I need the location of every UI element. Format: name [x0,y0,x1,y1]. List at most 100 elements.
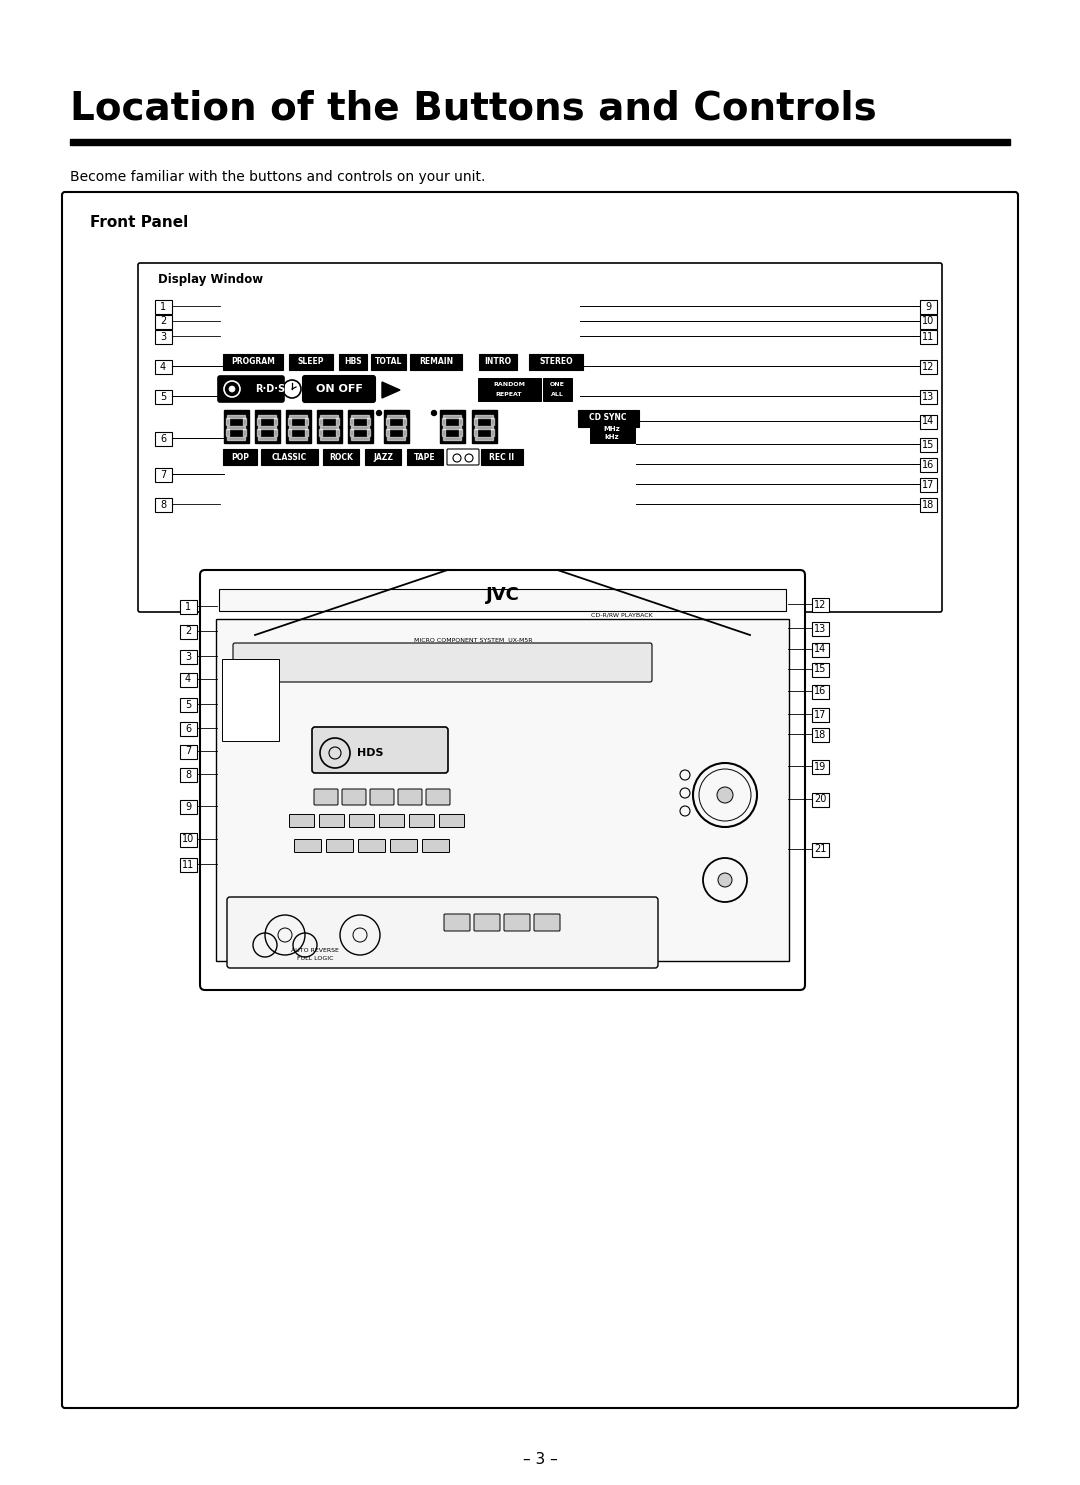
Bar [320,437,338,440]
FancyBboxPatch shape [474,913,500,931]
Text: 7: 7 [185,747,191,756]
FancyBboxPatch shape [138,263,942,612]
FancyBboxPatch shape [222,353,283,370]
FancyBboxPatch shape [154,330,172,343]
Text: FULL LOGIC: FULL LOGIC [297,956,334,961]
Text: 3: 3 [160,331,166,342]
FancyBboxPatch shape [409,814,434,827]
Bar [351,414,369,417]
Text: 13: 13 [922,392,934,401]
FancyBboxPatch shape [534,913,561,931]
FancyBboxPatch shape [379,814,405,827]
FancyBboxPatch shape [542,377,571,391]
FancyBboxPatch shape [154,432,172,446]
Bar [227,437,245,440]
FancyBboxPatch shape [399,789,422,805]
Bar [274,429,276,437]
Text: 21: 21 [814,845,826,854]
FancyBboxPatch shape [811,685,828,698]
Text: AUTO REVERSE: AUTO REVERSE [292,947,339,952]
Bar [288,417,291,425]
FancyBboxPatch shape [919,359,936,374]
Text: JVC: JVC [486,587,519,604]
FancyBboxPatch shape [227,897,658,968]
FancyBboxPatch shape [154,468,172,481]
Text: HBS: HBS [345,358,362,367]
Text: RANDOM: RANDOM [492,382,525,386]
Bar [459,429,462,437]
Bar [387,426,405,429]
Text: 17: 17 [814,710,826,720]
FancyBboxPatch shape [383,410,408,443]
Text: REMAIN: REMAIN [419,358,454,367]
Text: 1: 1 [185,601,191,612]
Circle shape [432,410,436,416]
Text: 9: 9 [924,301,931,312]
FancyBboxPatch shape [472,410,497,443]
Bar [475,414,492,417]
Bar [491,417,494,425]
Text: 5: 5 [185,699,191,710]
FancyBboxPatch shape [312,728,448,774]
FancyBboxPatch shape [348,410,373,443]
Bar [491,429,494,437]
Text: 14: 14 [922,416,934,426]
FancyBboxPatch shape [154,389,172,404]
Text: – 3 –: – 3 – [523,1452,557,1467]
Text: INTRO: INTRO [485,358,512,367]
Bar [288,429,291,437]
FancyBboxPatch shape [529,353,583,370]
Text: 2: 2 [185,627,191,637]
Text: 9: 9 [185,802,191,811]
FancyBboxPatch shape [320,814,345,827]
FancyBboxPatch shape [590,423,635,435]
Text: TAPE: TAPE [415,453,436,462]
Bar [258,426,276,429]
Bar [350,429,353,437]
Bar [258,437,276,440]
FancyBboxPatch shape [919,315,936,328]
FancyBboxPatch shape [342,789,366,805]
FancyBboxPatch shape [154,497,172,511]
FancyBboxPatch shape [289,814,314,827]
Bar [319,417,322,425]
Bar [387,437,405,440]
FancyBboxPatch shape [578,410,638,426]
Bar [336,429,339,437]
FancyBboxPatch shape [370,789,394,805]
Bar [474,417,477,425]
Text: CLASSIC: CLASSIC [272,453,307,462]
Text: ROCK: ROCK [329,453,353,462]
FancyBboxPatch shape [590,432,635,443]
FancyBboxPatch shape [811,793,828,806]
Text: 8: 8 [185,769,191,780]
FancyBboxPatch shape [811,759,828,774]
FancyBboxPatch shape [365,448,401,465]
FancyBboxPatch shape [811,662,828,677]
FancyBboxPatch shape [179,744,197,759]
FancyBboxPatch shape [919,478,936,492]
Text: 4: 4 [160,361,166,371]
Bar [274,417,276,425]
FancyBboxPatch shape [285,410,311,443]
FancyBboxPatch shape [919,414,936,429]
FancyBboxPatch shape [200,570,805,990]
FancyBboxPatch shape [261,448,318,465]
FancyBboxPatch shape [426,789,450,805]
Text: 1: 1 [160,301,166,312]
Bar [350,417,353,425]
Bar [243,417,246,425]
Circle shape [718,873,732,887]
Text: kHz: kHz [605,434,619,440]
Text: 16: 16 [814,686,826,696]
Bar [257,429,260,437]
FancyBboxPatch shape [372,353,406,370]
Text: MHz: MHz [604,426,620,432]
FancyBboxPatch shape [233,643,652,682]
FancyBboxPatch shape [218,376,284,402]
FancyBboxPatch shape [919,457,936,472]
FancyBboxPatch shape [919,389,936,404]
FancyBboxPatch shape [811,622,828,636]
FancyBboxPatch shape [811,597,828,612]
FancyBboxPatch shape [407,448,443,465]
